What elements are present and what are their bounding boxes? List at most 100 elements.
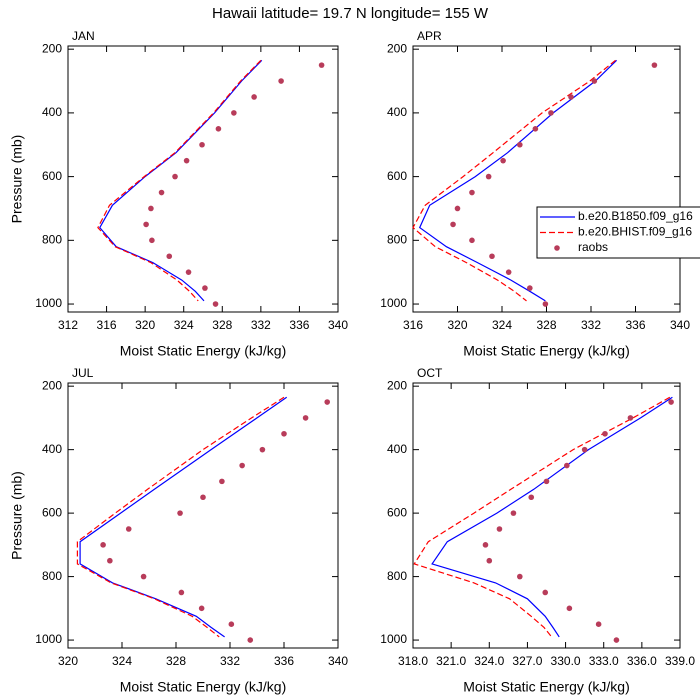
raob-point xyxy=(505,269,512,275)
plot-frame xyxy=(412,382,681,649)
raob-point xyxy=(454,205,461,212)
x-tick-label: 336 xyxy=(625,318,645,332)
raob-point xyxy=(591,78,598,84)
y-tick-label: 1000 xyxy=(35,296,62,310)
y-tick-label: 600 xyxy=(42,505,62,519)
raob-point xyxy=(528,494,535,501)
y-tick-label: 600 xyxy=(42,169,62,183)
raob-point xyxy=(100,542,106,548)
raob-point xyxy=(251,94,257,100)
raob-point xyxy=(198,605,205,612)
raob-point xyxy=(148,205,154,212)
profile-line xyxy=(418,59,618,302)
y-tick-label: 600 xyxy=(387,505,407,519)
raob-point xyxy=(259,446,266,453)
y-tick-label: 200 xyxy=(42,41,62,55)
raob-point xyxy=(486,557,493,564)
x-tick-label: 324 xyxy=(174,318,194,332)
x-tick-label: 324.0 xyxy=(474,654,504,668)
raob-point xyxy=(581,446,588,453)
raob-point xyxy=(185,269,192,275)
x-tick-label: 320 xyxy=(135,318,155,332)
x-tick-label: 340 xyxy=(670,318,690,332)
y-tick-label: 800 xyxy=(42,569,62,583)
raob-point xyxy=(143,221,149,228)
raob-point xyxy=(564,462,570,469)
raob-point xyxy=(219,478,225,485)
x-tick-label: 324 xyxy=(492,318,512,332)
x-axis-label: Moist Static Energy (kJ/kg) xyxy=(463,343,630,359)
raob-point xyxy=(543,478,550,485)
y-tick-label: 200 xyxy=(387,41,407,55)
y-tick-label: 200 xyxy=(387,378,407,392)
raob-point xyxy=(199,141,205,148)
y-axis-label: Pressure (mb) xyxy=(9,135,25,224)
raob-point xyxy=(125,526,132,532)
raob-point xyxy=(215,126,222,132)
figure-title: Hawaii latitude= 19.7 N longitude= 155 W xyxy=(212,5,489,22)
x-tick-label: 333.0 xyxy=(589,654,619,668)
y-tick-label: 400 xyxy=(42,105,62,119)
y-tick-label: 400 xyxy=(387,442,407,456)
raob-point xyxy=(566,605,573,612)
raob-point xyxy=(482,542,489,548)
profile-line xyxy=(431,396,673,638)
panel-title: JUL xyxy=(72,366,94,380)
x-tick-label: 340 xyxy=(328,318,348,332)
raob-point xyxy=(107,557,113,564)
legend-marker xyxy=(554,245,560,251)
raob-point xyxy=(200,494,206,501)
y-tick-label: 800 xyxy=(42,232,62,246)
raob-point xyxy=(469,237,475,244)
panel-title: JAN xyxy=(72,29,95,43)
raob-point xyxy=(602,430,608,437)
x-tick-label: 332 xyxy=(251,318,271,332)
raob-point xyxy=(302,415,309,421)
raob-point xyxy=(668,399,674,405)
raob-point xyxy=(177,510,183,516)
x-tick-label: 328 xyxy=(212,318,232,332)
raob-point xyxy=(469,189,475,196)
x-tick-label: 332 xyxy=(220,654,240,668)
raob-point xyxy=(651,62,658,68)
raob-point xyxy=(178,589,185,596)
raob-point xyxy=(158,189,165,196)
legend-box xyxy=(536,206,700,259)
y-tick-label: 1000 xyxy=(35,632,62,646)
panel-title: OCT xyxy=(417,366,443,380)
raob-point xyxy=(278,78,284,84)
y-tick-label: 400 xyxy=(387,105,407,119)
raob-point xyxy=(247,637,254,643)
raob-point xyxy=(500,157,506,164)
x-tick-label: 336 xyxy=(289,318,309,332)
x-tick-label: 316 xyxy=(403,318,423,332)
x-tick-label: 324 xyxy=(112,654,132,668)
x-tick-label: 339.0 xyxy=(665,654,695,668)
raob-point xyxy=(627,415,634,421)
raob-point xyxy=(183,157,190,164)
raob-point xyxy=(485,173,492,180)
x-tick-label: 321.0 xyxy=(436,654,466,668)
profile-line xyxy=(97,59,262,302)
panel-title: APR xyxy=(417,29,442,43)
raob-point xyxy=(239,462,245,469)
x-tick-label: 312 xyxy=(58,318,78,332)
raob-point xyxy=(450,221,456,228)
x-axis-label: Moist Static Energy (kJ/kg) xyxy=(120,343,287,359)
profile-line xyxy=(76,396,285,638)
raob-point xyxy=(212,301,219,307)
y-tick-label: 800 xyxy=(387,232,407,246)
profile-line xyxy=(412,59,616,302)
raob-point xyxy=(149,237,155,244)
x-tick-label: 327.0 xyxy=(512,654,542,668)
x-axis-label: Moist Static Energy (kJ/kg) xyxy=(120,679,287,695)
raob-point xyxy=(517,141,523,148)
plot-frame xyxy=(412,45,681,313)
x-tick-label: 336.0 xyxy=(627,654,657,668)
y-tick-label: 1000 xyxy=(380,632,407,646)
profile-line xyxy=(413,396,671,638)
raob-point xyxy=(202,285,208,291)
y-tick-label: 600 xyxy=(387,169,407,183)
x-tick-label: 328 xyxy=(166,654,186,668)
